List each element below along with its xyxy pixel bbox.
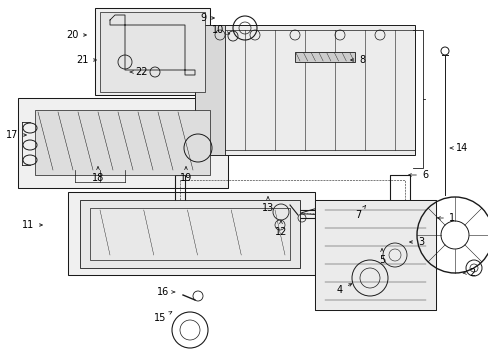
Text: 9: 9 (200, 13, 214, 23)
Text: 1: 1 (437, 213, 454, 223)
Text: 6: 6 (408, 170, 427, 180)
Bar (68, 192, 314, 275)
Text: 2: 2 (462, 268, 474, 278)
Text: 18: 18 (92, 167, 104, 183)
Bar (80, 200, 299, 268)
Text: 16: 16 (157, 287, 174, 297)
Text: 13: 13 (262, 197, 274, 213)
Text: 22: 22 (130, 67, 148, 77)
Text: 20: 20 (66, 30, 86, 40)
Text: 17: 17 (6, 130, 26, 140)
Bar (95, 8, 209, 95)
Bar (195, 25, 224, 155)
Text: 4: 4 (336, 284, 351, 295)
Text: 19: 19 (180, 167, 192, 183)
Text: 21: 21 (76, 55, 96, 65)
Text: 5: 5 (378, 249, 385, 265)
Bar (314, 200, 435, 310)
Text: 12: 12 (274, 221, 286, 237)
Bar (195, 25, 414, 155)
Bar (18, 98, 227, 188)
Bar (314, 200, 435, 310)
Text: 10: 10 (211, 25, 229, 35)
Text: 15: 15 (154, 312, 171, 323)
Text: 14: 14 (449, 143, 467, 153)
Bar (90, 208, 289, 260)
Text: 11: 11 (22, 220, 42, 230)
Text: 7: 7 (354, 205, 365, 220)
Text: 8: 8 (350, 55, 365, 65)
Bar (35, 110, 209, 175)
Bar (100, 12, 204, 92)
Text: 3: 3 (409, 237, 423, 247)
Bar (294, 52, 354, 62)
